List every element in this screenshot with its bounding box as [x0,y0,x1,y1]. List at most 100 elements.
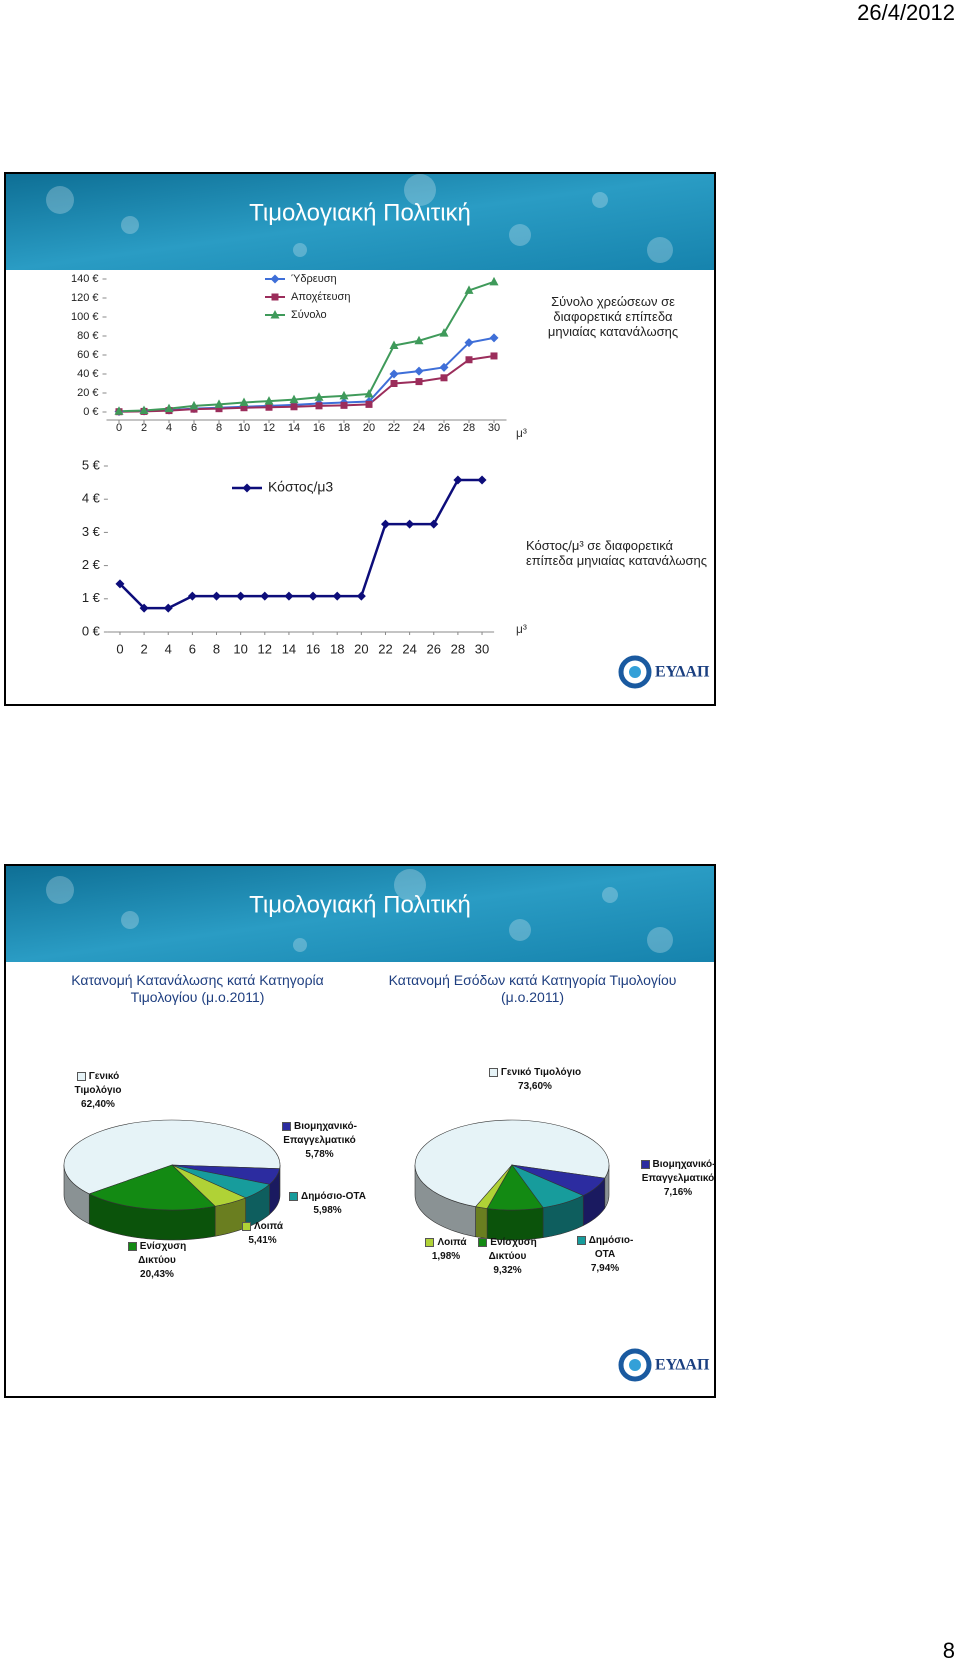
x-tick-label: 24 [413,422,425,434]
marker [439,328,449,337]
pie-slice [414,1119,610,1208]
x-tick-label: 4 [165,641,172,656]
legend-label: Κόστος/μ3 [268,479,333,495]
data-label: Δημόσιο-ΟΤΑ 5,98% [280,1190,375,1218]
pie-slice [63,1119,281,1195]
x-tick-label: 16 [306,641,320,656]
category-label: Λοιπά [437,1237,467,1248]
value-label: 7,16% [663,1187,693,1198]
marker [389,340,399,349]
x-tick-label: 4 [166,422,172,434]
x-tick-label: 22 [378,641,392,656]
y-tick-label: 60 € [77,349,98,361]
page-number: 8 [943,1638,955,1663]
y-tick-label: 100 € [71,311,99,323]
x-tick-label: 2 [140,641,147,656]
x-tick-label: 26 [438,422,450,434]
marker [489,333,499,343]
x-tick-label: 28 [451,641,465,656]
bubbles [46,174,673,263]
marker [490,352,498,360]
data-label: Γενικό Τιμολόγιο 73,60% [480,1066,590,1094]
x-tick-label: 16 [313,422,325,434]
value-label: 62,40% [81,1099,115,1110]
legend-swatch [241,1221,251,1231]
x-tick-label: 20 [363,422,375,434]
marker [164,403,174,413]
marker [290,403,298,411]
marker [187,591,197,601]
marker [477,475,487,485]
x-tick-label: 12 [263,422,275,434]
x-tick-label: 14 [288,422,300,434]
annotation: Σύνολο χρεώσεων σε διαφορετικά επίπεδα μ… [547,294,679,339]
data-label: Ενίσχυση Δικτύου 9,32% [465,1236,550,1278]
value-label: 5,41% [248,1235,277,1246]
marker [189,400,199,410]
marker [332,591,342,601]
marker [236,591,246,601]
y-tick-label: 40 € [77,368,98,380]
marker [414,366,424,376]
legend-swatch [488,1067,498,1077]
legend-swatch [76,1071,86,1081]
category-label: Λοιπά [253,1221,284,1232]
x-tick-label: 30 [488,422,500,434]
value-label: 1,98% [431,1251,461,1262]
pie-title: Κατανομή Εσόδων κατά Κατηγορία Τιμολογίο… [388,972,677,1005]
data-label: Γενικό Τιμολόγιο 62,40% [58,1070,138,1112]
y-tick-label: 1 € [82,590,101,605]
legend-label: Σύνολο [291,309,327,321]
legend-swatch [478,1237,488,1247]
x-tick-label: 2 [141,422,147,434]
legend-label: Ύδρευση [291,273,337,285]
category-label: Δημόσιο-ΟΤΑ [588,1235,634,1260]
marker [365,400,373,408]
series-line [118,280,495,413]
value-label: 9,32% [493,1265,522,1276]
x-tick-label: 18 [330,641,344,656]
marker [314,392,324,401]
y-tick-label: 2 € [82,557,101,572]
logo: ΕΥΔΑΠ [618,1348,710,1382]
marker [284,591,294,601]
x-tick-label: 14 [282,641,296,656]
marker [429,519,439,529]
legend-swatch [640,1159,650,1169]
marker [340,401,348,409]
x-tick-label: 10 [238,422,250,434]
legend-swatch [425,1237,435,1247]
marker [489,276,499,286]
pie-side [475,1206,488,1239]
logo: ΕΥΔΑΠ [618,655,710,689]
pie-slice [88,1164,216,1211]
legend-swatch [289,1191,299,1201]
marker [212,591,222,601]
series-line [119,478,483,610]
logo-text: ΕΥΔΑΠ [655,664,710,681]
category-label: Ενίσχυση Δικτύου [488,1237,537,1262]
print-date: 26/4/2012 [857,0,955,25]
x-axis-unit: μ³ [516,426,527,440]
data-label: Λοιπά 1,98% [425,1236,467,1264]
y-tick-label: 140 € [71,273,99,285]
pie-chart [63,1119,281,1241]
x-tick-label: 24 [402,641,416,656]
x-tick-label: 6 [189,641,196,656]
marker [289,394,299,404]
value-label: 7,94% [590,1263,620,1274]
marker [414,335,424,345]
x-tick-label: 22 [388,422,400,434]
data-label: Βιομηχανικό-Επαγγελματικό 7,16% [638,1158,718,1200]
marker [163,603,173,613]
legend-swatch [127,1241,137,1251]
y-tick-label: 80 € [77,330,98,342]
category-label: Γενικό Τιμολόγιο [74,1071,122,1096]
line-chart: 0 €20 €40 €60 €80 €100 €120 €140 €0 2 4 6 8 1… [71,273,527,440]
legend-swatch [282,1121,292,1131]
marker [464,338,474,348]
marker [239,397,249,406]
x-tick-label: 26 [427,641,441,656]
marker [356,591,366,601]
marker [405,519,415,529]
